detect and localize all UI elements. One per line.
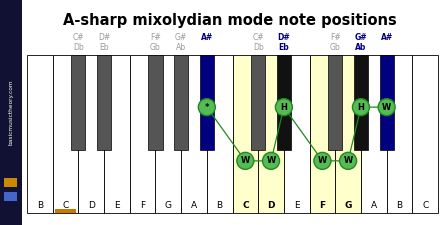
Text: G#: G# (175, 34, 187, 43)
Text: G: G (165, 200, 172, 209)
Text: G: G (345, 200, 352, 209)
Text: D#: D# (278, 34, 290, 43)
Text: Ab: Ab (355, 43, 367, 52)
Text: H: H (280, 103, 287, 112)
Text: W: W (382, 103, 391, 112)
Bar (181, 55, 207, 213)
Bar (328, 55, 342, 150)
Bar (78, 55, 104, 213)
Text: A#: A# (201, 34, 213, 43)
Text: A-sharp mixolydian mode note positions: A-sharp mixolydian mode note positions (63, 13, 397, 28)
Bar (258, 55, 284, 213)
Circle shape (275, 99, 292, 116)
Bar (335, 55, 361, 213)
Bar (207, 55, 232, 213)
Text: H: H (357, 103, 364, 112)
Circle shape (340, 152, 356, 169)
Bar (361, 55, 387, 213)
Bar (155, 55, 181, 213)
Bar (55, 209, 76, 213)
Bar (53, 55, 78, 213)
Text: Eb: Eb (279, 43, 289, 52)
Bar (232, 55, 258, 213)
Text: W: W (241, 156, 250, 165)
Text: Db: Db (73, 43, 84, 52)
Text: W: W (344, 156, 353, 165)
Circle shape (314, 152, 331, 169)
Bar (387, 55, 412, 213)
Text: Gb: Gb (330, 43, 341, 52)
Text: C#: C# (253, 34, 264, 43)
Text: Eb: Eb (99, 43, 109, 52)
Circle shape (378, 99, 395, 116)
Text: F: F (140, 200, 145, 209)
Bar (251, 55, 265, 150)
Text: C: C (422, 200, 428, 209)
Text: C#: C# (73, 34, 84, 43)
Text: C: C (62, 200, 69, 209)
Bar (174, 55, 188, 150)
Bar (200, 55, 214, 150)
Circle shape (352, 99, 370, 116)
Bar (71, 55, 85, 150)
Text: Gb: Gb (150, 43, 161, 52)
Text: D#: D# (98, 34, 110, 43)
Text: A#: A# (381, 34, 393, 43)
Text: W: W (266, 156, 275, 165)
Text: B: B (216, 200, 223, 209)
Circle shape (198, 99, 215, 116)
Text: B: B (37, 200, 43, 209)
Bar (380, 55, 394, 150)
Text: A: A (371, 200, 377, 209)
Text: F#: F# (330, 34, 341, 43)
Text: F#: F# (150, 34, 161, 43)
Text: E: E (294, 200, 300, 209)
Circle shape (237, 152, 254, 169)
Bar (4, 192, 17, 201)
Text: *: * (205, 103, 209, 112)
Text: D: D (267, 200, 275, 209)
Text: Ab: Ab (176, 43, 186, 52)
Text: A: A (191, 200, 197, 209)
Bar (277, 55, 291, 150)
Text: W: W (318, 156, 327, 165)
Bar (97, 55, 111, 150)
Text: F: F (319, 200, 326, 209)
Bar (310, 55, 335, 213)
Bar (0, 0, 22, 225)
Bar (148, 55, 162, 150)
Bar (412, 55, 438, 213)
Bar (130, 55, 155, 213)
Text: Db: Db (253, 43, 264, 52)
Bar (354, 55, 368, 150)
Text: C: C (242, 200, 249, 209)
Text: D: D (88, 200, 95, 209)
Bar (104, 55, 130, 213)
Text: basicmusictheory.com: basicmusictheory.com (8, 79, 14, 145)
Text: G#: G# (355, 34, 367, 43)
Circle shape (263, 152, 279, 169)
Bar (4, 178, 17, 187)
Text: B: B (396, 200, 403, 209)
Text: E: E (114, 200, 120, 209)
Bar (284, 55, 310, 213)
Bar (27, 55, 53, 213)
